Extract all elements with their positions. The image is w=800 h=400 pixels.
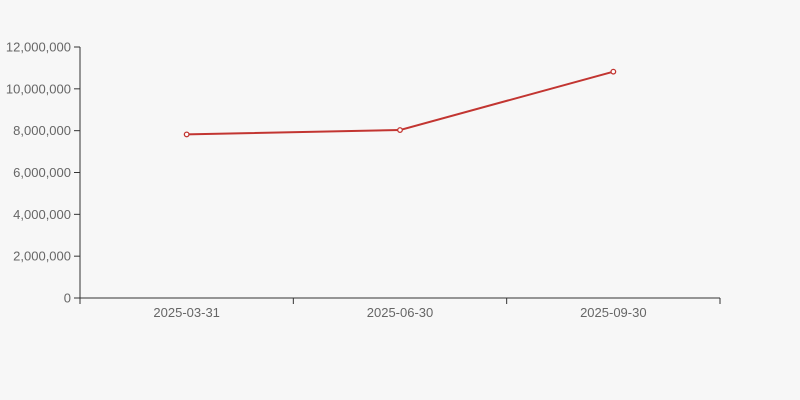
y-axis-label: 10,000,000 xyxy=(6,81,71,96)
x-axis-label: 2025-03-31 xyxy=(153,305,220,320)
y-axis-label: 8,000,000 xyxy=(13,123,71,138)
x-axis-label: 2025-09-30 xyxy=(580,305,647,320)
y-axis-label: 4,000,000 xyxy=(13,207,71,222)
data-point-marker[interactable] xyxy=(183,131,190,138)
y-axis-label: 0 xyxy=(64,291,71,306)
y-axis-label: 2,000,000 xyxy=(13,249,71,264)
x-axis-label: 2025-06-30 xyxy=(367,305,434,320)
y-axis-label: 6,000,000 xyxy=(13,165,71,180)
y-axis-label: 12,000,000 xyxy=(6,40,71,55)
data-point-marker[interactable] xyxy=(397,127,403,133)
series-line xyxy=(185,70,615,136)
data-point-marker[interactable] xyxy=(610,68,617,75)
